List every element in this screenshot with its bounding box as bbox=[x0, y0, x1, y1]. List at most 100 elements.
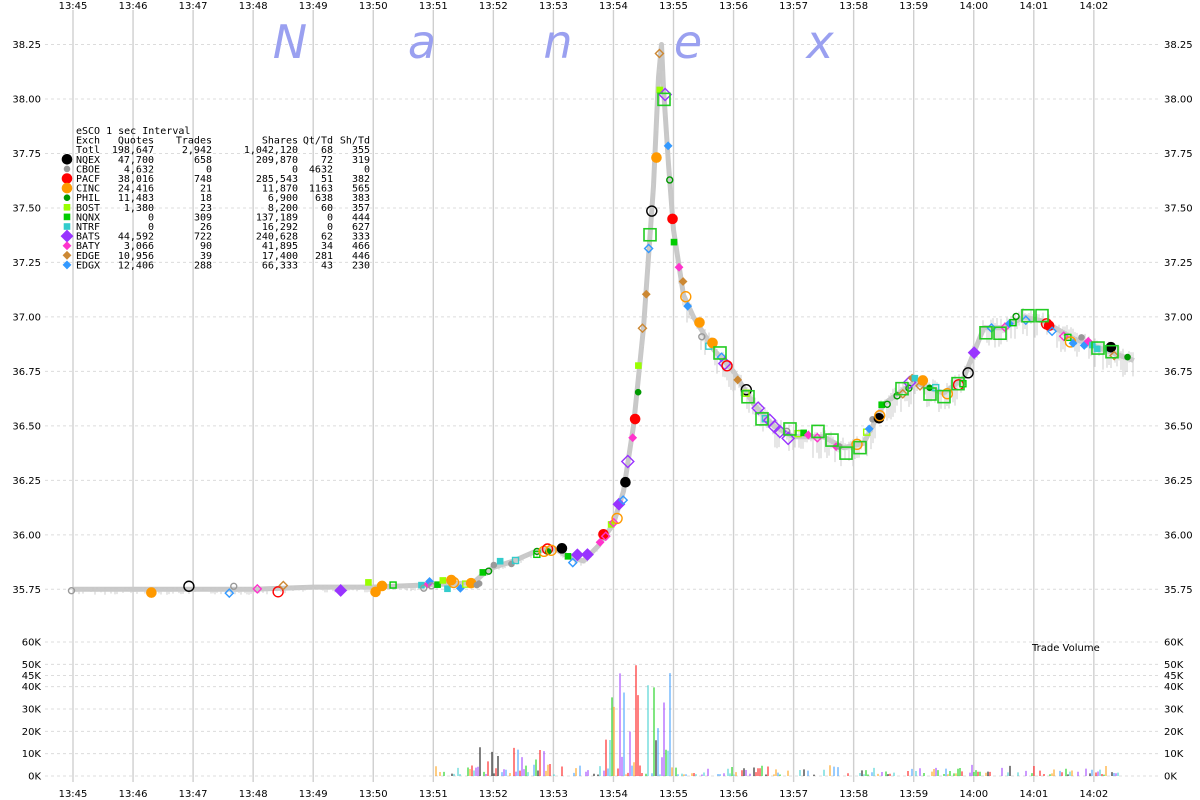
trade-marker bbox=[637, 323, 648, 334]
trade-marker bbox=[651, 152, 662, 163]
legend-cell: 0 bbox=[148, 222, 154, 233]
trade-marker bbox=[721, 360, 733, 372]
time-tick-label: 14:02 bbox=[1079, 1, 1108, 12]
volume-tick-label: 30K bbox=[1164, 705, 1184, 716]
legend-cell: 38,016 bbox=[118, 174, 154, 185]
legend-cell: 43 bbox=[321, 260, 333, 271]
legend-cell: 658 bbox=[194, 155, 212, 166]
price-tick-label: 38.25 bbox=[12, 40, 41, 51]
time-tick-label: 13:51 bbox=[419, 1, 448, 12]
trade-marker bbox=[755, 412, 769, 426]
left-price-axis: 38.25 38.00 37.75 37.50 37.25 37.00 36.75 36.50… bbox=[12, 40, 41, 596]
trade-marker bbox=[959, 380, 967, 388]
legend-cell: 1,380 bbox=[124, 203, 154, 214]
time-tick-label: 14:01 bbox=[1019, 1, 1048, 12]
legend-cell: 62 bbox=[321, 232, 333, 243]
legend-cell: 66,333 bbox=[262, 260, 298, 271]
legend-marker bbox=[63, 165, 71, 173]
price-tick-label: 36.00 bbox=[1164, 530, 1193, 541]
trade-marker bbox=[556, 543, 568, 554]
trade-marker bbox=[67, 586, 76, 595]
time-tick-label: 13:53 bbox=[539, 789, 568, 800]
time-tick-label: 13:49 bbox=[299, 1, 328, 12]
trade-marker bbox=[740, 384, 753, 396]
trade-marker bbox=[694, 317, 705, 328]
legend-cell: 333 bbox=[352, 232, 370, 243]
volume-bars bbox=[435, 665, 1119, 776]
time-tick-label: 13:46 bbox=[119, 1, 148, 12]
legend-cell: 4632 bbox=[309, 164, 333, 175]
legend-cell: 230 bbox=[352, 260, 370, 271]
price-tick-label: 36.25 bbox=[1164, 476, 1193, 487]
price-tick-label: 35.75 bbox=[1164, 585, 1193, 596]
legend-cell: 11,483 bbox=[118, 193, 154, 204]
time-tick-label: 13:48 bbox=[239, 1, 268, 12]
trade-marker bbox=[803, 430, 813, 440]
volume-tick-label: 30K bbox=[22, 705, 42, 716]
legend-cell: 446 bbox=[352, 251, 370, 262]
trade-marker bbox=[941, 387, 954, 400]
trade-marker bbox=[1020, 315, 1031, 326]
legend-cell: PACF bbox=[76, 174, 100, 185]
trade-marker bbox=[667, 213, 678, 225]
price-tick-label: 36.75 bbox=[1164, 367, 1193, 378]
price-tick-label: 37.75 bbox=[1164, 149, 1193, 160]
trade-marker bbox=[545, 544, 557, 556]
trade-marker bbox=[1009, 318, 1017, 327]
trade-marker bbox=[874, 410, 886, 422]
trade-marker bbox=[224, 588, 235, 599]
brand-letter: n bbox=[543, 15, 572, 69]
time-tick-label: 13:54 bbox=[599, 789, 628, 800]
legend-cell: 383 bbox=[352, 193, 370, 204]
legend-cell: 16,292 bbox=[262, 222, 298, 233]
legend-cell: 4,632 bbox=[124, 164, 154, 175]
legend-marker bbox=[62, 241, 72, 251]
time-tick-label: 13:47 bbox=[179, 789, 208, 800]
trade-marker bbox=[600, 531, 611, 542]
price-tick-label: 37.00 bbox=[1164, 312, 1193, 323]
time-tick-label: 13:52 bbox=[479, 789, 508, 800]
time-tick-label: 14:02 bbox=[1079, 789, 1108, 800]
trade-marker bbox=[905, 384, 913, 392]
trade-marker bbox=[917, 375, 929, 386]
legend-cell: 319 bbox=[352, 155, 370, 166]
trade-marker bbox=[713, 346, 727, 360]
time-tick-label: 13:46 bbox=[119, 789, 148, 800]
legend-cell: 638 bbox=[315, 193, 333, 204]
legend-cell: NQNX bbox=[76, 212, 100, 223]
legend-cell: EDGX bbox=[76, 260, 100, 271]
trade-marker bbox=[1105, 341, 1117, 353]
legend-cell: 565 bbox=[352, 184, 370, 195]
volume-tick-label: 50K bbox=[1164, 660, 1184, 671]
trade-marker bbox=[628, 433, 638, 443]
volume-tick-label: 10K bbox=[1164, 749, 1184, 760]
volume-tick-label: 20K bbox=[1164, 727, 1184, 738]
trade-marker bbox=[670, 238, 678, 246]
trade-marker bbox=[1068, 338, 1078, 348]
volume-tick-label: 10K bbox=[22, 749, 42, 760]
trade-marker bbox=[475, 580, 483, 587]
legend-cell: 748 bbox=[194, 174, 212, 185]
time-tick-label: 13:55 bbox=[659, 789, 688, 800]
legend-cell: 466 bbox=[352, 241, 370, 252]
legend-cell: 34 bbox=[321, 241, 333, 252]
legend-cell: 357 bbox=[352, 203, 370, 214]
legend-cell: 21 bbox=[200, 184, 212, 195]
trade-marker bbox=[444, 585, 451, 593]
legend-cell: 627 bbox=[352, 222, 370, 233]
time-tick-label: 13:50 bbox=[359, 1, 388, 12]
trade-marker bbox=[643, 227, 657, 242]
legend-cell: 0 bbox=[327, 222, 333, 233]
legend-total-cell: 355 bbox=[352, 145, 370, 156]
volume-tick-label: 60K bbox=[1164, 638, 1184, 649]
trade-marker bbox=[365, 579, 372, 586]
trade-marker bbox=[663, 141, 673, 151]
trade-marker bbox=[447, 576, 460, 589]
time-tick-label: 13:52 bbox=[479, 1, 508, 12]
trade-marker bbox=[629, 413, 641, 425]
legend-cell: 51 bbox=[321, 174, 333, 185]
trade-marker bbox=[608, 517, 619, 528]
legend-cell: 137,189 bbox=[256, 212, 298, 223]
